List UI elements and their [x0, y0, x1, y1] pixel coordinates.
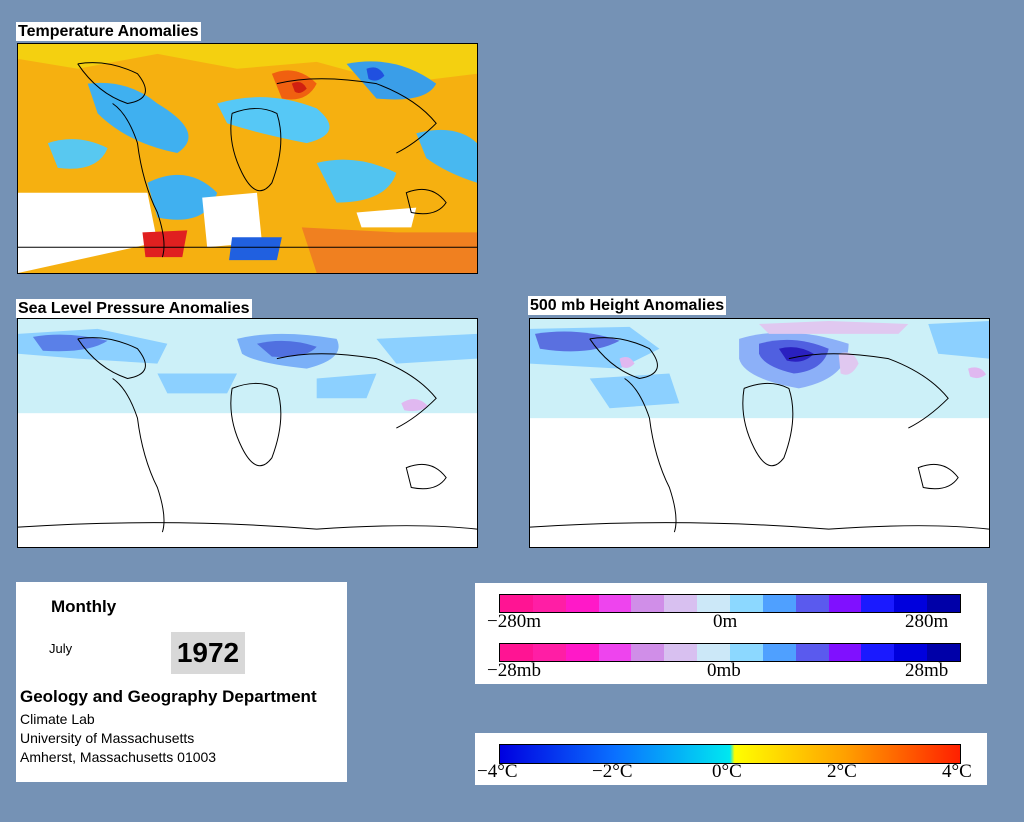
colorbar-swatch-1	[532, 644, 566, 661]
colorbar-swatch-2	[565, 644, 599, 661]
pressure-colorbar	[499, 643, 961, 662]
colorbar-swatch-3	[598, 595, 632, 612]
colorbar-swatch-13	[927, 644, 961, 661]
colorbar-swatch-1	[532, 595, 566, 612]
temp-label-0: 0°C	[712, 761, 742, 782]
period-label: Monthly	[51, 597, 117, 616]
temperature-anomaly-map	[17, 43, 478, 274]
year-display: 1972	[171, 632, 245, 674]
colorbar-swatch-9	[795, 644, 829, 661]
colorbar-swatch-5	[664, 644, 698, 661]
colorbar-swatch-2	[565, 595, 599, 612]
colorbar-swatch-7	[730, 595, 763, 612]
temp-label-2: 2°C	[827, 761, 857, 782]
height-pressure-legend: −280m 0m 280m −28mb 0mb 28mb	[475, 583, 987, 684]
colorbar-swatch-4	[631, 644, 665, 661]
pressure-max-label: 28mb	[905, 660, 949, 681]
height-max-label: 280m	[905, 611, 949, 632]
colorbar-swatch-10	[828, 644, 862, 661]
temperature-legend: −4°C −2°C 0°C 2°C 4°C	[475, 733, 987, 785]
slp-anomaly-map	[17, 318, 478, 548]
lab-name: Climate Lab	[20, 711, 95, 727]
colorbar-swatch-3	[598, 644, 632, 661]
colorbar-swatch-8	[762, 644, 796, 661]
colorbar-swatch-10	[828, 595, 862, 612]
colorbar-swatch-4	[631, 595, 665, 612]
colorbar-swatch-0	[500, 644, 533, 661]
height-colorbar	[499, 594, 961, 613]
colorbar-swatch-12	[894, 644, 928, 661]
height-mid-label: 0m	[713, 611, 738, 632]
colorbar-swatch-8	[762, 595, 796, 612]
pressure-min-label: −28mb	[487, 660, 541, 681]
colorbar-swatch-6	[697, 595, 731, 612]
info-panel: Monthly July 1972 Geology and Geography …	[16, 582, 347, 782]
temp-label-neg2: −2°C	[592, 761, 633, 782]
height-min-label: −280m	[487, 611, 541, 632]
temperature-map-title: Temperature Anomalies	[16, 22, 201, 41]
colorbar-swatch-9	[795, 595, 829, 612]
pressure-mid-label: 0mb	[707, 660, 741, 681]
colorbar-swatch-5	[664, 595, 698, 612]
temp-label-neg4: −4°C	[477, 761, 518, 782]
colorbar-swatch-7	[730, 644, 763, 661]
month-label: July	[49, 641, 73, 656]
colorbar-swatch-11	[861, 595, 895, 612]
colorbar-swatch-13	[927, 595, 961, 612]
temperature-colorbar	[499, 744, 961, 764]
slp-map-title: Sea Level Pressure Anomalies	[16, 299, 252, 318]
colorbar-swatch-12	[894, 595, 928, 612]
colorbar-swatch-0	[500, 595, 533, 612]
department-name: Geology and Geography Department	[20, 687, 317, 706]
height-map-title: 500 mb Height Anomalies	[528, 296, 727, 315]
temp-label-4: 4°C	[942, 761, 972, 782]
address: Amherst, Massachusetts 01003	[20, 749, 217, 765]
colorbar-swatch-6	[697, 644, 731, 661]
colorbar-swatch-11	[861, 644, 895, 661]
university-name: University of Massachusetts	[20, 730, 195, 746]
height-anomaly-map	[529, 318, 990, 548]
